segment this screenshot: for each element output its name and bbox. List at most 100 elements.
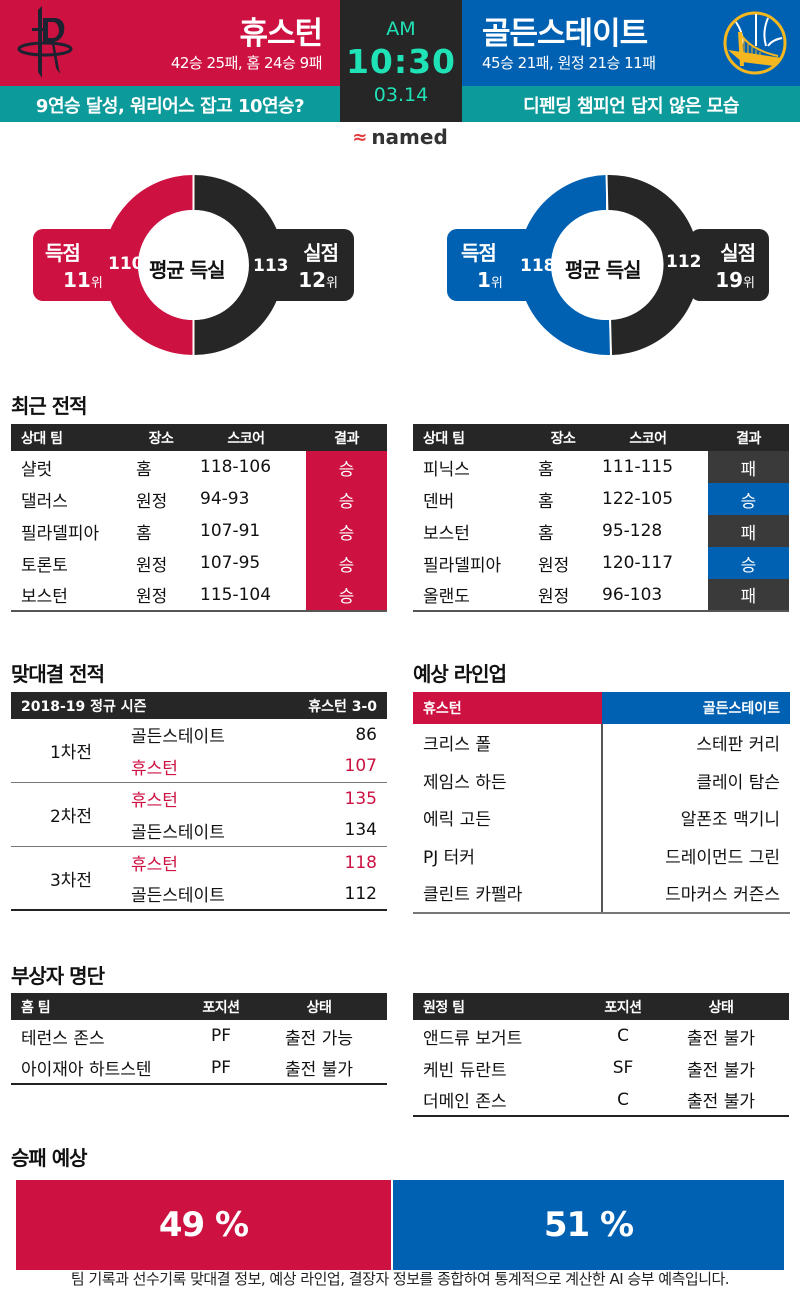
- table-row: 필라델피아 홈 107-91 승: [11, 515, 387, 547]
- score: 122-105: [602, 489, 674, 509]
- rank-suffix: 위: [490, 276, 503, 291]
- result-badge: 승: [306, 515, 387, 547]
- home-scored-rank: 11: [63, 268, 91, 292]
- h2h-score: 118: [344, 852, 377, 873]
- away-allowed-label: 실점: [720, 241, 756, 265]
- score: 95-128: [602, 521, 663, 541]
- table-row: 토론토 원정 107-95 승: [11, 547, 387, 579]
- col-position: 포지션: [593, 993, 653, 1020]
- player: 아이재아 하트스텐: [11, 1052, 191, 1085]
- opponent: 토론토: [21, 555, 68, 576]
- away-team-header: 골든스테이트 45승 21패, 원정 21승 11패: [462, 0, 800, 86]
- position: C: [617, 1026, 629, 1046]
- named-brand-logo: ≈ named: [345, 124, 455, 150]
- home-allowed-rank: 12: [298, 268, 327, 292]
- table-row: 올랜도 원정 96-103 패: [413, 579, 789, 612]
- away-tagline: 디펜딩 챔피언 답지 않은 모습: [523, 96, 739, 117]
- h2h-season: 2018-19 정규 시즌: [21, 698, 147, 715]
- home-donut-center-label: 평균 득실: [149, 258, 226, 282]
- h2h-game: 2차전 휴스턴 135 골든스테이트 134: [11, 783, 387, 847]
- away-allowed-pill: 실점 19위: [690, 229, 769, 301]
- opponent: 필라델피아: [21, 523, 100, 544]
- table-row: 더메인 존스 C 출전 불가: [413, 1084, 789, 1117]
- table-row: 댈러스 원정 94-93 승: [11, 483, 387, 515]
- away-scored-label: 득점: [461, 241, 497, 265]
- h2h-title: 맞대결 전적: [11, 662, 105, 686]
- h2h-score: 107: [344, 756, 377, 777]
- game-ampm: AM: [386, 18, 416, 40]
- table-row: 샬럿 홈 118-106 승: [11, 451, 387, 483]
- player: 크리스 폴: [423, 735, 491, 756]
- away-team-name: 골든스테이트: [482, 16, 648, 52]
- result-badge: 승: [306, 579, 387, 612]
- col-result: 결과: [306, 424, 387, 451]
- h2h-table: 2018-19 정규 시즌 휴스턴 3-0 1차전 골든스테이트 86 휴스턴 10…: [11, 692, 387, 911]
- score: 118-106: [200, 457, 272, 477]
- position: PF: [191, 1052, 251, 1085]
- score: 107-91: [200, 521, 261, 541]
- home-tagline-strip: 9연승 달성, 워리어스 잡고 10연승?: [0, 86, 340, 122]
- result-badge: 패: [708, 515, 789, 547]
- position: SF: [612, 1058, 634, 1078]
- lineup-home-label: 휴스턴: [413, 692, 602, 724]
- col-score: 스코어: [186, 424, 306, 451]
- status: 출전 불가: [687, 1028, 755, 1049]
- home-allowed-label: 실점: [303, 241, 339, 265]
- player: 에릭 고든: [423, 810, 491, 831]
- position: C: [593, 1084, 653, 1117]
- lineup-table: 휴스턴 골든스테이트 크리스 폴 제임스 하든 에릭 고든 PJ 터커 클린트 …: [413, 692, 790, 914]
- player: 드레이먼드 그린: [665, 847, 780, 868]
- h2h-score: 135: [344, 788, 377, 809]
- h2h-round: 3차전: [49, 870, 93, 891]
- h2h-score: 112: [344, 883, 377, 904]
- h2h-team: 골든스테이트: [131, 822, 225, 843]
- home-lineup: 크리스 폴 제임스 하든 에릭 고든 PJ 터커 클린트 카펠라: [413, 724, 603, 912]
- result-badge: 승: [708, 483, 789, 515]
- home-recent-table: 상대 팀 장소 스코어 결과 샬럿 홈 118-106 승 댈러스 원정 94-…: [11, 424, 387, 612]
- venue: 원정: [538, 555, 570, 576]
- opponent: 샬럿: [21, 459, 53, 480]
- prediction-title: 승패 예상: [11, 1146, 88, 1170]
- h2h-round: 2차전: [49, 807, 93, 827]
- home-allowed-value: 113: [253, 256, 289, 276]
- table-row: 아이재아 하트스텐 PF 출전 불가: [11, 1052, 387, 1085]
- venue: 홈: [538, 491, 554, 512]
- result-badge: 패: [708, 579, 789, 612]
- col-result: 결과: [708, 424, 789, 451]
- table-row: 덴버 홈 122-105 승: [413, 483, 789, 515]
- lineup-away-label: 골든스테이트: [601, 692, 790, 724]
- venue: 홈: [538, 459, 554, 480]
- rockets-logo-icon: [17, 6, 73, 78]
- recent-record-title: 최근 전적: [11, 394, 88, 418]
- col-status: 상태: [653, 993, 789, 1020]
- injury-title: 부상자 명단: [11, 964, 105, 988]
- away-scored-rank: 1: [477, 268, 491, 292]
- player: 테런스 존스: [21, 1028, 105, 1049]
- table-row: 필라델피아 원정 120-117 승: [413, 547, 789, 579]
- home-team-name: 휴스턴: [239, 16, 323, 52]
- home-injury-table: 홈 팀 포지션 상태 테런스 존스 PF 출전 가능 아이재아 하트스텐 PF …: [11, 993, 387, 1085]
- player: 알폰조 맥기니: [680, 810, 780, 831]
- away-scored-value: 118: [520, 256, 556, 276]
- player: 클린트 카펠라: [423, 885, 523, 906]
- h2h-game: 3차전 휴스턴 118 골든스테이트 112: [11, 847, 387, 911]
- h2h-round: 1차전: [49, 743, 93, 763]
- status: 출전 불가: [687, 1060, 755, 1081]
- player: 더메인 존스: [413, 1084, 593, 1117]
- away-allowed-value: 112: [666, 252, 702, 272]
- away-recent-table: 상대 팀 장소 스코어 결과 피닉스 홈 111-115 패 덴버 홈 122-…: [413, 424, 789, 612]
- h2h-score: 86: [355, 724, 377, 745]
- h2h-team: 휴스턴: [131, 791, 178, 812]
- opponent: 덴버: [423, 491, 455, 512]
- game-time-panel: AM 10:30 03.14: [340, 0, 462, 122]
- table-row: 테런스 존스 PF 출전 가능: [11, 1020, 387, 1052]
- h2h-header: 2018-19 정규 시즌 휴스턴 3-0: [11, 692, 387, 719]
- h2h-team: 휴스턴: [131, 855, 178, 875]
- player: 스테판 커리: [696, 735, 780, 756]
- player: 제임스 하든: [423, 772, 507, 793]
- score: 96-103: [588, 579, 708, 612]
- game-date: 03.14: [373, 84, 429, 106]
- status: 출전 가능: [285, 1028, 353, 1049]
- venue: 홈: [136, 523, 152, 544]
- home-team-header: 휴스턴 42승 25패, 홈 24승 9패: [0, 0, 340, 86]
